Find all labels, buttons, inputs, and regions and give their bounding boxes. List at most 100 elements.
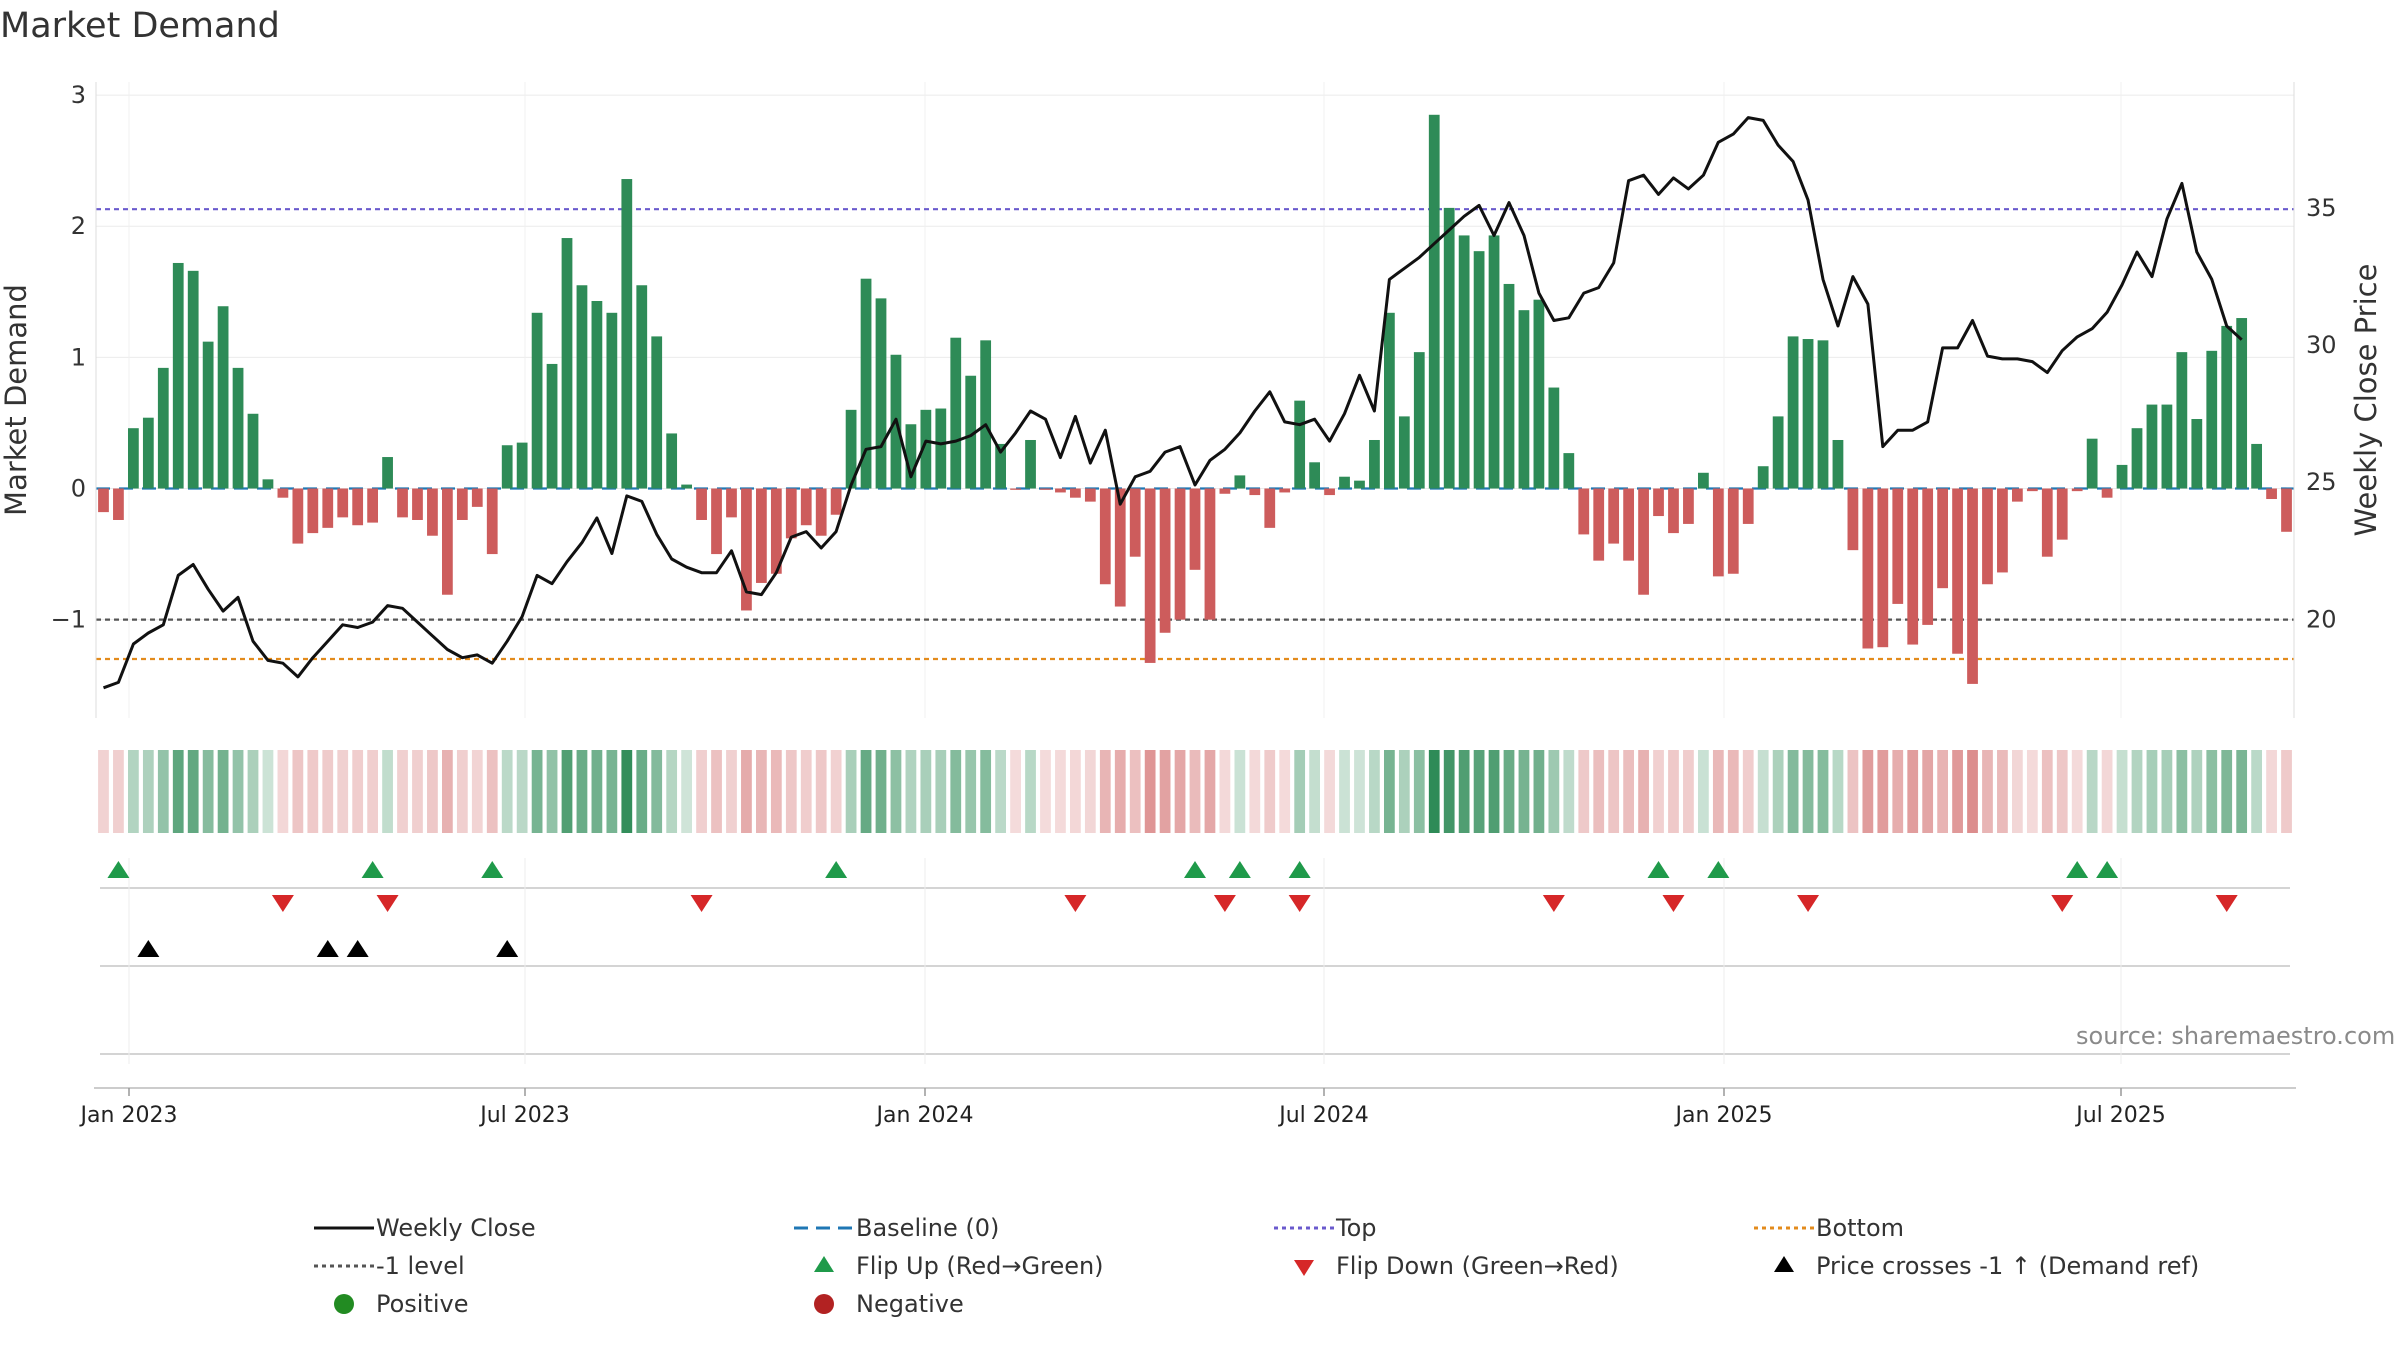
strip-cell [412, 750, 423, 833]
strip-cell [546, 750, 558, 833]
triangle-up-icon [1774, 1256, 1794, 1272]
strip-cell [352, 750, 364, 833]
demand-bar [1802, 339, 1814, 489]
strip-cell [441, 750, 453, 833]
demand-bar [2176, 352, 2188, 489]
strip-cell [1623, 750, 1635, 833]
demand-bar [456, 488, 468, 520]
x-tick-label: Jan 2025 [1674, 1103, 1773, 1128]
demand-bar [127, 428, 139, 489]
flip-up-marker [481, 861, 504, 878]
strip-cell [1294, 750, 1306, 833]
legend-flip-up: Flip Up (Red→Green) [790, 1250, 1104, 1282]
demand-bar [1952, 488, 1963, 654]
strip-cell [397, 750, 408, 833]
demand-bar [397, 488, 408, 518]
demand-bar [2041, 488, 2053, 557]
demand-strip [98, 750, 2292, 833]
demand-bar [1503, 283, 1515, 489]
demand-bar [1099, 488, 1111, 585]
strip-cell [1683, 750, 1694, 833]
demand-bar [636, 285, 648, 489]
demand-bar [935, 408, 947, 489]
demand-bar [2026, 488, 2038, 492]
demand-bar [1309, 462, 1321, 489]
demand-bar [307, 488, 319, 534]
x-tick-label: Jul 2023 [478, 1103, 570, 1128]
strip-cell [427, 750, 438, 833]
strip-cell [337, 750, 349, 833]
strip-cell [606, 750, 618, 833]
flip-down-marker [2215, 895, 2238, 912]
demand-bar [1458, 235, 1470, 489]
strip-cell [591, 750, 603, 833]
demand-bar [1010, 488, 1021, 490]
strip-cell [2041, 750, 2053, 833]
strip-cell [1937, 750, 1949, 833]
strip-cell [247, 750, 259, 833]
strip-cell [830, 750, 842, 833]
strip-cell [2026, 750, 2038, 833]
demand-bar [367, 488, 379, 523]
weekly-close-line [102, 116, 2243, 690]
strip-cell [1129, 750, 1141, 833]
legend: Weekly Close Baseline (0) Top Bottom -1 … [310, 1212, 2310, 1332]
strip-cell [367, 750, 379, 833]
strip-cell [1055, 750, 1066, 833]
demand-bar [2281, 488, 2292, 532]
strip-cell [232, 750, 244, 833]
flip-down-marker [690, 895, 713, 912]
source-label: source: sharemaestro.com [2076, 1022, 2396, 1050]
y-left-axis-title: Market Demand [0, 284, 33, 516]
flip-up-marker [1184, 861, 1206, 878]
cross-marker [316, 940, 339, 957]
demand-bar [1279, 488, 1291, 493]
strip-cell [1369, 750, 1380, 833]
strip-cell [1458, 750, 1470, 833]
demand-bar [1578, 488, 1590, 535]
strip-cell [2056, 750, 2068, 833]
strip-cell [486, 750, 498, 833]
strip-cell [621, 750, 633, 833]
demand-bar [1398, 416, 1410, 489]
strip-cell [1383, 750, 1395, 833]
strip-cell [696, 750, 707, 833]
demand-bar [681, 484, 693, 489]
strip-cell [1862, 750, 1874, 833]
legend-dotted-icon [314, 1264, 374, 1268]
strip-cell [726, 750, 737, 833]
demand-bar [172, 262, 184, 489]
strip-cell [1697, 750, 1709, 833]
strip-cell [1473, 750, 1485, 833]
strip-cell [2176, 750, 2188, 833]
demand-bar [980, 340, 992, 489]
demand-bar [1533, 299, 1545, 489]
demand-bar [1428, 114, 1440, 489]
strip-cell [202, 750, 214, 833]
strip-cell [1309, 750, 1321, 833]
strip-cell [456, 750, 468, 833]
demand-bar [1967, 488, 1978, 684]
strip-cell [2191, 750, 2203, 833]
demand-bar [2191, 419, 2203, 489]
demand-bar [142, 417, 154, 489]
demand-bar [1174, 488, 1186, 620]
demand-bar [875, 298, 887, 489]
strip-cell [1982, 750, 1993, 833]
strip-cell [2236, 750, 2248, 833]
cross-marker [346, 940, 369, 957]
strip-cell [382, 750, 393, 833]
strip-cell [950, 750, 962, 833]
demand-bar [741, 488, 752, 611]
strip-cell [905, 750, 917, 833]
chart-title: Market Demand [0, 6, 280, 46]
legend-positive: Positive [310, 1288, 469, 1320]
demand-bar [337, 488, 349, 518]
strip-cell [1398, 750, 1410, 833]
strip-cell [815, 750, 827, 833]
flip-down-marker [271, 895, 294, 912]
cross-marker [137, 940, 160, 957]
strip-cell [1787, 750, 1799, 833]
flip-up-marker [2096, 861, 2119, 878]
circle-icon [814, 1294, 834, 1314]
